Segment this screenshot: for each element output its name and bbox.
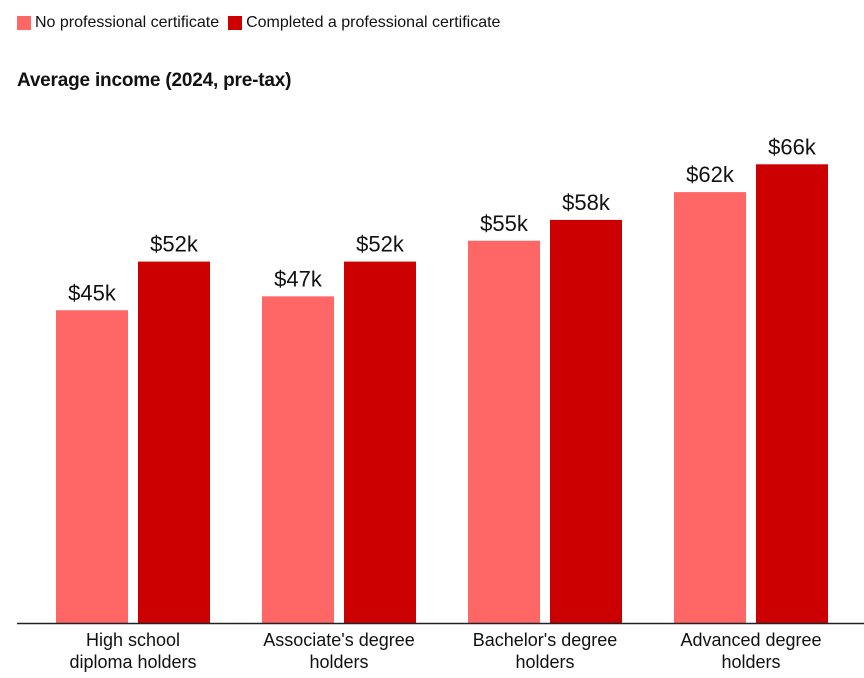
x-tick-label-line: Advanced degree <box>680 630 821 650</box>
bar-no-certificate-0 <box>56 310 128 623</box>
x-tick-label-1: Associate's degree holders <box>263 630 415 672</box>
legend-swatch-completed-certificate <box>228 16 243 30</box>
bar-completed-certificate-2 <box>550 219 622 623</box>
legend-item-no-certificate: No professional certificate <box>17 14 219 32</box>
x-tick-label-line: Associate's degree <box>263 630 415 650</box>
x-tick-label-line: diploma holders <box>69 652 196 672</box>
data-label-completed-certificate-3: $66k <box>768 134 817 159</box>
x-tick-label-2: Bachelor's degree holders <box>473 630 618 672</box>
bar-no-certificate-3 <box>674 192 746 623</box>
data-label-no-certificate-1: $47k <box>274 266 323 291</box>
data-label-completed-certificate-2: $58k <box>562 190 611 215</box>
bar-completed-certificate-3 <box>756 164 828 624</box>
data-label-completed-certificate-1: $52k <box>356 232 405 257</box>
data-label-no-certificate-3: $62k <box>686 162 735 187</box>
data-label-completed-certificate-0: $52k <box>150 232 199 257</box>
bar-completed-certificate-1 <box>344 261 416 623</box>
x-tick-label-line: High school <box>86 630 180 650</box>
legend-item-completed-certificate: Completed a professional certificate <box>228 14 500 32</box>
legend: No professional certificate Completed a … <box>17 14 509 32</box>
data-label-no-certificate-0: $45k <box>68 280 117 305</box>
x-tick-label-3: Advanced degree holders <box>680 630 821 672</box>
legend-label-no-certificate: No professional certificate <box>35 14 220 31</box>
legend-swatch-no-certificate <box>17 16 31 30</box>
x-tick-label-0: High school diploma holders <box>69 630 196 672</box>
bar-no-certificate-1 <box>262 296 334 623</box>
x-tick-label-line: holders <box>515 652 574 672</box>
x-tick-label-line: holders <box>721 652 780 672</box>
x-tick-label-line: Bachelor's degree <box>473 630 618 650</box>
x-tick-label-line: holders <box>309 652 368 672</box>
data-label-no-certificate-2: $55k <box>480 211 529 236</box>
bar-completed-certificate-0 <box>138 261 210 623</box>
bar-no-certificate-2 <box>468 240 540 623</box>
chart-title: Average income (2024, pre-tax) <box>17 70 292 91</box>
legend-label-completed-certificate: Completed a professional certificate <box>246 14 501 31</box>
